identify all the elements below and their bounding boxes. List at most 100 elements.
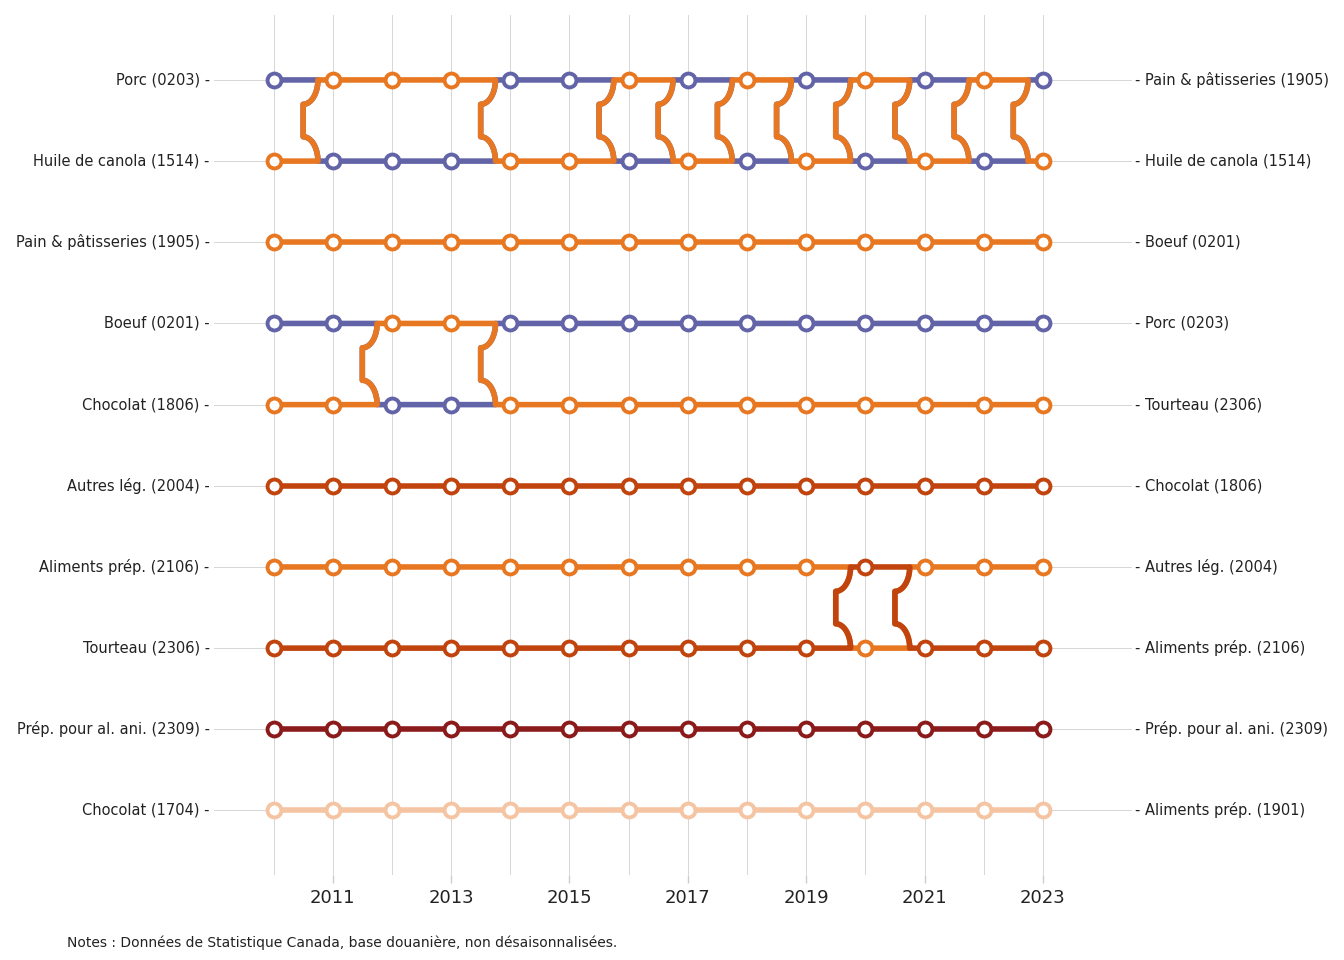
- Text: Prép. pour al. ani. (2309) -: Prép. pour al. ani. (2309) -: [16, 721, 210, 737]
- Point: [796, 722, 817, 737]
- Point: [618, 640, 640, 656]
- Point: [441, 640, 462, 656]
- Text: Huile de canola (1514) -: Huile de canola (1514) -: [34, 154, 210, 169]
- Point: [855, 154, 876, 169]
- Point: [382, 234, 403, 250]
- Point: [263, 396, 285, 412]
- Point: [855, 396, 876, 412]
- Point: [323, 640, 344, 656]
- Point: [441, 803, 462, 818]
- Point: [263, 560, 285, 575]
- Point: [618, 396, 640, 412]
- Point: [1032, 722, 1054, 737]
- Point: [796, 72, 817, 87]
- Point: [737, 803, 758, 818]
- Point: [1032, 396, 1054, 412]
- Text: Tourteau (2306) -: Tourteau (2306) -: [82, 640, 210, 656]
- Point: [559, 803, 581, 818]
- Point: [618, 803, 640, 818]
- Point: [973, 396, 995, 412]
- Point: [796, 803, 817, 818]
- Point: [618, 234, 640, 250]
- Text: Autres lég. (2004) -: Autres lég. (2004) -: [67, 478, 210, 493]
- Point: [973, 640, 995, 656]
- Point: [677, 640, 699, 656]
- Point: [677, 478, 699, 493]
- Point: [263, 154, 285, 169]
- Point: [1032, 154, 1054, 169]
- Point: [737, 722, 758, 737]
- Text: Aliments prép. (2106) -: Aliments prép. (2106) -: [39, 559, 210, 575]
- Text: Boeuf (0201) -: Boeuf (0201) -: [103, 316, 210, 331]
- Text: - Tourteau (2306): - Tourteau (2306): [1134, 397, 1262, 412]
- Point: [618, 560, 640, 575]
- Point: [323, 478, 344, 493]
- Point: [500, 234, 521, 250]
- Point: [382, 560, 403, 575]
- Point: [618, 154, 640, 169]
- Point: [796, 316, 817, 331]
- Point: [441, 560, 462, 575]
- Point: [618, 722, 640, 737]
- Point: [323, 316, 344, 331]
- Point: [737, 396, 758, 412]
- Text: - Huile de canola (1514): - Huile de canola (1514): [1134, 154, 1310, 169]
- Text: Pain & pâtisseries (1905) -: Pain & pâtisseries (1905) -: [16, 234, 210, 251]
- Point: [1032, 478, 1054, 493]
- Text: - Boeuf (0201): - Boeuf (0201): [1134, 235, 1241, 250]
- Point: [737, 316, 758, 331]
- Point: [973, 316, 995, 331]
- Point: [500, 722, 521, 737]
- Point: [500, 640, 521, 656]
- Point: [323, 72, 344, 87]
- Text: Chocolat (1806) -: Chocolat (1806) -: [82, 397, 210, 412]
- Point: [1032, 640, 1054, 656]
- Point: [796, 154, 817, 169]
- Point: [382, 640, 403, 656]
- Point: [677, 154, 699, 169]
- Point: [1032, 803, 1054, 818]
- Point: [796, 640, 817, 656]
- Point: [559, 316, 581, 331]
- Text: - Aliments prép. (2106): - Aliments prép. (2106): [1134, 640, 1305, 656]
- Point: [263, 234, 285, 250]
- Point: [855, 560, 876, 575]
- Point: [500, 154, 521, 169]
- Text: - Chocolat (1806): - Chocolat (1806): [1134, 478, 1262, 493]
- Point: [914, 803, 935, 818]
- Point: [382, 316, 403, 331]
- Point: [855, 234, 876, 250]
- Point: [677, 234, 699, 250]
- Point: [618, 316, 640, 331]
- Point: [737, 478, 758, 493]
- Point: [1032, 560, 1054, 575]
- Point: [855, 72, 876, 87]
- Point: [737, 72, 758, 87]
- Text: - Autres lég. (2004): - Autres lég. (2004): [1134, 559, 1277, 575]
- Point: [441, 316, 462, 331]
- Point: [973, 72, 995, 87]
- Point: [973, 722, 995, 737]
- Point: [500, 72, 521, 87]
- Point: [441, 396, 462, 412]
- Point: [677, 72, 699, 87]
- Point: [441, 478, 462, 493]
- Point: [559, 560, 581, 575]
- Point: [914, 234, 935, 250]
- Point: [973, 478, 995, 493]
- Point: [618, 72, 640, 87]
- Text: - Aliments prép. (1901): - Aliments prép. (1901): [1134, 803, 1305, 819]
- Point: [855, 640, 876, 656]
- Point: [382, 478, 403, 493]
- Point: [677, 803, 699, 818]
- Point: [500, 560, 521, 575]
- Point: [973, 234, 995, 250]
- Point: [559, 478, 581, 493]
- Point: [914, 154, 935, 169]
- Point: [914, 72, 935, 87]
- Point: [323, 234, 344, 250]
- Point: [441, 154, 462, 169]
- Point: [382, 722, 403, 737]
- Point: [382, 72, 403, 87]
- Point: [323, 396, 344, 412]
